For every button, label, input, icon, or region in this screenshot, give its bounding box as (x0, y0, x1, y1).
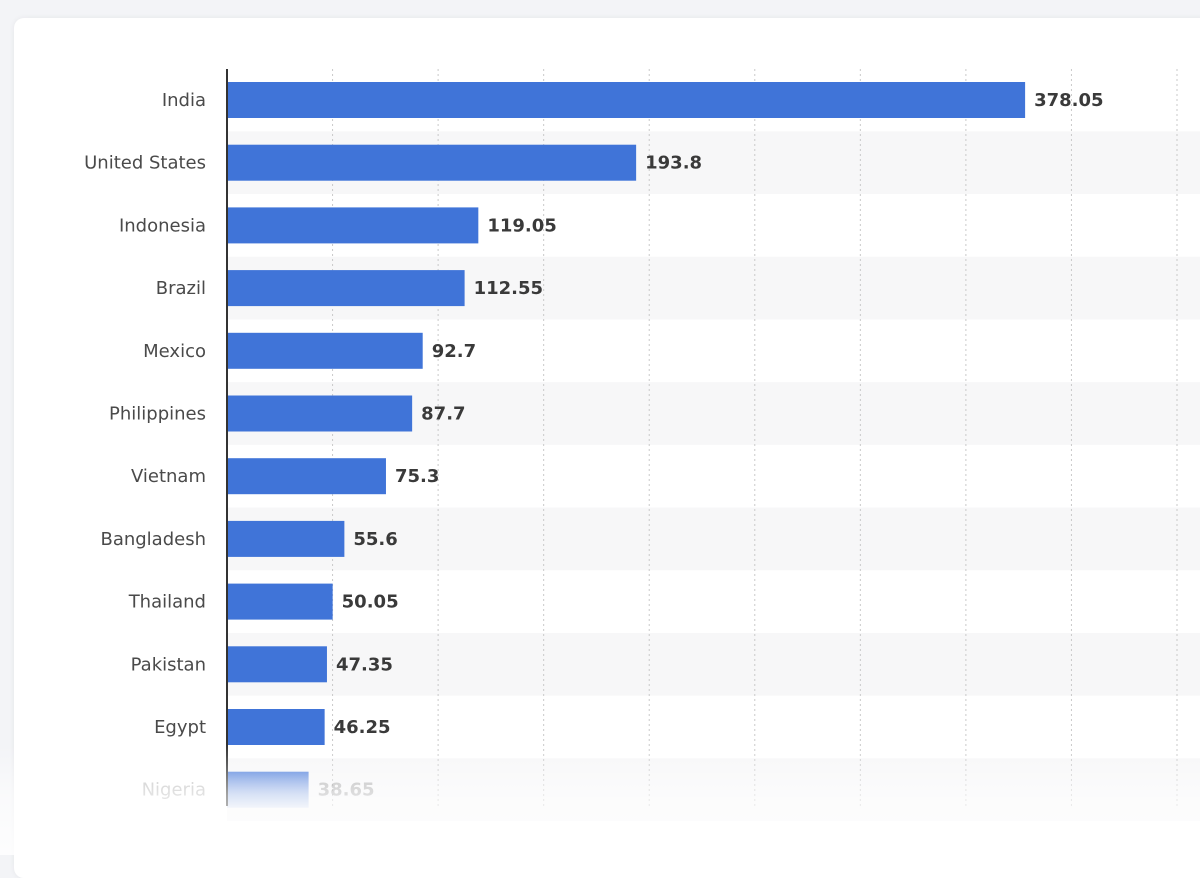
category-label: Thailand (128, 592, 206, 613)
category-label: Vietnam (131, 466, 206, 487)
bar-pakistan[interactable] (227, 646, 327, 683)
bar-egypt[interactable] (227, 709, 325, 745)
category-label: Brazil (156, 278, 206, 299)
bar-nigeria[interactable] (227, 771, 309, 808)
category-label: Mexico (143, 341, 206, 362)
category-label: United States (84, 153, 206, 174)
category-label: Indonesia (119, 215, 206, 236)
bar-united-states[interactable] (227, 144, 637, 181)
value-label: 38.65 (318, 780, 375, 801)
value-label: 47.35 (336, 654, 393, 675)
category-label: Philippines (109, 404, 206, 425)
row-stripes (227, 131, 1200, 822)
value-label: 119.05 (487, 215, 556, 236)
row-stripe (227, 507, 1200, 571)
value-label: 193.8 (645, 153, 702, 174)
category-label: Bangladesh (100, 529, 206, 550)
bar-thailand[interactable] (227, 583, 333, 620)
category-label: India (162, 90, 206, 111)
bar-vietnam[interactable] (227, 458, 386, 495)
value-label: 92.7 (432, 341, 476, 362)
value-label: 87.7 (421, 404, 465, 425)
bar-indonesia[interactable] (227, 207, 479, 244)
category-label: Pakistan (131, 654, 206, 675)
value-label: 75.3 (395, 466, 439, 487)
category-label: Egypt (154, 717, 206, 738)
bar-philippines[interactable] (227, 395, 413, 432)
bars (227, 82, 1026, 808)
value-label: 46.25 (334, 717, 391, 738)
value-label: 112.55 (474, 278, 543, 299)
bar-brazil[interactable] (227, 270, 465, 307)
bar-india[interactable] (227, 82, 1026, 118)
value-label: 378.05 (1034, 90, 1103, 111)
bar-bangladesh[interactable] (227, 520, 345, 557)
category-label: Nigeria (142, 780, 206, 801)
value-label: 55.6 (353, 529, 397, 550)
value-label: 50.05 (342, 592, 399, 613)
bar-chart: India 378.05 United States 193.8 Indonesia 11… (84, 69, 1200, 822)
row-stripe (227, 632, 1200, 696)
bar-mexico[interactable] (227, 332, 423, 369)
